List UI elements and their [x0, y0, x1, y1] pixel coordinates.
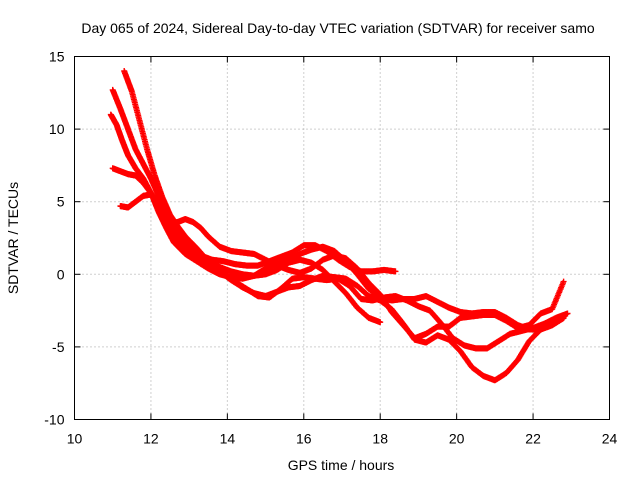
y-tick-label: 10	[49, 121, 65, 137]
x-tick-label: 24	[602, 431, 618, 447]
y-tick-label: -5	[52, 339, 65, 355]
x-tick-label: 20	[449, 431, 465, 447]
plot-frame	[74, 56, 610, 420]
series-pass-b	[109, 86, 399, 275]
x-tick-label: 22	[525, 431, 541, 447]
x-tick-label: 18	[372, 431, 388, 447]
y-tick-label: 0	[57, 266, 65, 282]
x-tick-label: 10	[67, 431, 83, 447]
series-pass-f	[167, 216, 567, 342]
x-axis-label: GPS time / hours	[288, 457, 395, 473]
data-points	[107, 68, 571, 384]
data-point	[564, 310, 571, 317]
series-pass-a	[107, 111, 384, 326]
series-pass-e	[121, 68, 567, 384]
axis-ticks: 10 12 14 16 18 20 22 24 -10 -5 0 5 10 15	[44, 49, 617, 447]
series-pass-d	[117, 191, 571, 352]
y-axis-label: SDTVAR / TECUs	[5, 182, 21, 294]
x-tick-label: 16	[296, 431, 312, 447]
chart-title: Day 065 of 2024, Sidereal Day-to-day VTE…	[81, 20, 594, 36]
x-tick-label: 14	[220, 431, 236, 447]
data-point	[392, 268, 399, 275]
y-tick-label: 15	[49, 49, 65, 65]
series-pass-c	[109, 165, 567, 333]
data-point	[560, 278, 567, 285]
grid-lines	[74, 56, 610, 420]
y-tick-label: 5	[57, 194, 65, 210]
data-point	[377, 319, 384, 326]
data-point	[560, 314, 567, 321]
y-tick-label: -10	[44, 412, 64, 428]
x-tick-label: 12	[143, 431, 159, 447]
